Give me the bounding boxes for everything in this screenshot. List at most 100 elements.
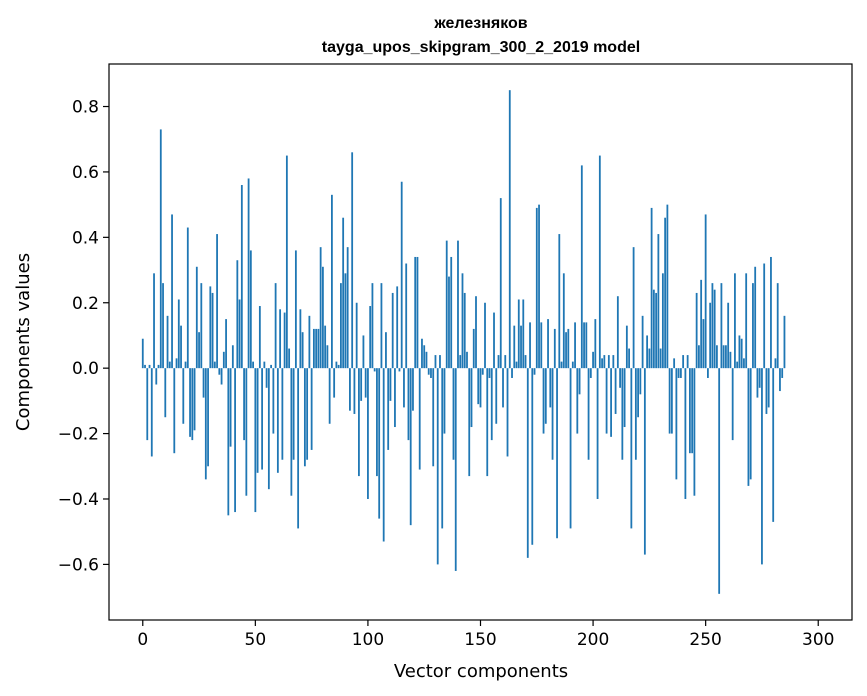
bar bbox=[547, 319, 549, 369]
bar bbox=[267, 368, 270, 490]
bar bbox=[578, 368, 581, 395]
bar bbox=[283, 312, 286, 369]
bar bbox=[177, 299, 180, 369]
bar bbox=[716, 345, 718, 369]
bar bbox=[452, 368, 455, 460]
bar bbox=[707, 368, 709, 378]
bar bbox=[173, 368, 176, 454]
bar bbox=[389, 368, 392, 401]
bar bbox=[299, 309, 302, 369]
bar bbox=[391, 292, 394, 369]
bar bbox=[562, 273, 565, 369]
bar bbox=[740, 338, 743, 369]
bar bbox=[396, 286, 399, 369]
bar bbox=[398, 368, 401, 372]
bar bbox=[643, 368, 646, 555]
bar bbox=[612, 355, 615, 369]
bar-series bbox=[141, 90, 786, 594]
x-tick-label: 300 bbox=[802, 630, 834, 650]
bar bbox=[175, 358, 178, 369]
bar bbox=[601, 358, 603, 369]
bar bbox=[222, 351, 225, 369]
bar bbox=[335, 361, 338, 369]
bar bbox=[657, 234, 660, 369]
bar bbox=[182, 368, 185, 424]
bar bbox=[207, 368, 209, 467]
bar bbox=[294, 250, 297, 369]
bar bbox=[403, 368, 405, 408]
bar bbox=[189, 368, 191, 437]
bar bbox=[594, 319, 597, 369]
bar bbox=[297, 368, 300, 529]
bar bbox=[607, 355, 610, 369]
bar bbox=[148, 364, 151, 369]
bar bbox=[218, 368, 221, 375]
bar bbox=[765, 368, 768, 414]
bar bbox=[763, 263, 766, 369]
bar bbox=[466, 351, 468, 369]
bar bbox=[153, 273, 155, 369]
bar bbox=[684, 368, 687, 499]
bar bbox=[551, 368, 554, 460]
bar bbox=[702, 319, 705, 369]
bar bbox=[603, 355, 606, 369]
bar bbox=[727, 302, 730, 369]
bar bbox=[529, 322, 531, 369]
bar bbox=[385, 332, 387, 369]
bar bbox=[713, 289, 716, 369]
bar bbox=[150, 368, 153, 457]
bar bbox=[261, 368, 264, 470]
bar bbox=[490, 368, 493, 441]
bar bbox=[312, 328, 315, 369]
bar bbox=[394, 368, 396, 428]
bar bbox=[436, 368, 439, 565]
bar bbox=[157, 364, 160, 369]
bar bbox=[477, 368, 480, 405]
bar bbox=[405, 263, 408, 369]
bar bbox=[184, 361, 187, 369]
bar bbox=[704, 214, 707, 369]
bar bbox=[628, 348, 631, 369]
bar bbox=[141, 338, 144, 369]
bar bbox=[245, 368, 248, 496]
bar bbox=[369, 306, 372, 369]
bar bbox=[238, 299, 241, 369]
bar bbox=[461, 273, 464, 369]
bar bbox=[209, 286, 212, 369]
bar bbox=[655, 292, 658, 369]
bar bbox=[495, 368, 498, 424]
bar bbox=[504, 355, 507, 369]
bar bbox=[353, 368, 356, 414]
bar bbox=[225, 319, 227, 369]
y-axis-label: Components values bbox=[13, 253, 34, 431]
bar bbox=[198, 332, 200, 369]
bar bbox=[330, 194, 333, 369]
bar bbox=[758, 368, 761, 388]
bar bbox=[186, 227, 189, 369]
bar bbox=[637, 368, 640, 418]
bar bbox=[367, 368, 369, 499]
bar bbox=[650, 207, 653, 369]
bar bbox=[425, 351, 428, 369]
bar bbox=[484, 302, 486, 369]
chart-subtitle: tayga_upos_skipgram_300_2_2019 model bbox=[322, 39, 640, 56]
bar bbox=[493, 312, 495, 369]
bar bbox=[596, 368, 599, 499]
bar bbox=[497, 355, 500, 369]
bar bbox=[409, 368, 412, 526]
bar bbox=[213, 361, 216, 369]
bar bbox=[614, 368, 617, 414]
bar bbox=[743, 358, 745, 369]
bar bbox=[691, 368, 694, 454]
x-tick-label: 200 bbox=[577, 630, 609, 650]
x-tick-label: 50 bbox=[245, 630, 267, 650]
bar bbox=[576, 368, 579, 434]
bar bbox=[319, 247, 322, 369]
bar bbox=[652, 289, 655, 369]
bar bbox=[204, 368, 207, 480]
bar bbox=[258, 306, 261, 369]
bar bbox=[380, 283, 383, 369]
bar bbox=[146, 368, 149, 441]
bar bbox=[506, 368, 509, 457]
bar bbox=[256, 368, 259, 473]
